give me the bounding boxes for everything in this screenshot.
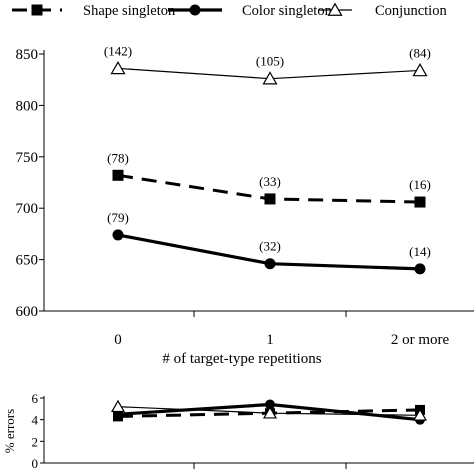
legend-marker-0	[31, 4, 43, 16]
series-2: (142) (105) (84)	[104, 43, 431, 85]
data-point-2-0	[110, 60, 126, 75]
error-y-tick-label-0: 0	[32, 456, 39, 471]
data-label-1-2: (14)	[409, 244, 431, 259]
data-label-0-1: (33)	[259, 174, 281, 189]
error-point-2-1	[262, 406, 278, 419]
legend-label-0: Shape singleton	[83, 3, 176, 19]
data-point-0-1	[264, 193, 276, 205]
error-series-2	[110, 399, 428, 421]
data-label-0-2: (16)	[409, 177, 431, 192]
y-tick-label-3: 750	[16, 150, 39, 166]
error-point-2-2	[412, 408, 428, 421]
error-point-1-1	[265, 399, 275, 410]
legend-item-1: Color singleton	[168, 3, 333, 19]
main-plot: 600 650 700 750 800 850 0 1 2 or more # of target…	[16, 43, 474, 367]
error-point-2-0	[110, 399, 126, 413]
legend-marker-2	[327, 2, 343, 16]
data-label-2-1: (105)	[256, 54, 284, 69]
x-tick-label-2: 2 or more	[391, 332, 450, 348]
data-point-0-0	[112, 169, 124, 181]
y-tick-label-4: 800	[16, 98, 39, 114]
data-point-1-2	[414, 263, 426, 275]
data-point-0-2	[414, 196, 426, 208]
data-label-2-0: (142)	[104, 43, 132, 58]
data-label-1-0: (79)	[107, 210, 129, 225]
data-label-2-2: (84)	[409, 45, 431, 60]
data-point-2-2	[412, 63, 428, 77]
x-tick-label-1: 1	[266, 332, 274, 348]
data-point-2-1	[262, 71, 278, 85]
y-tick-label-0: 600	[16, 304, 39, 320]
data-label-1-1: (32)	[259, 239, 281, 254]
x-axis-title: # of target-type repetitions	[162, 351, 321, 367]
error-y-tick-label-1: 2	[32, 434, 39, 449]
y-tick-label-2: 700	[16, 201, 39, 217]
series-0: (78) (33) (16)	[107, 150, 431, 208]
error-y-tick-label-3: 6	[32, 391, 39, 406]
y-tick-label-1: 650	[16, 253, 39, 269]
series-1: (79) (32) (14)	[107, 210, 431, 275]
legend-item-0: Shape singleton	[12, 3, 176, 19]
data-point-1-0	[112, 229, 124, 241]
legend-marker-1	[189, 4, 201, 16]
legend-label-1: Color singleton	[242, 3, 333, 19]
legend-item-2: Conjunction	[318, 2, 447, 19]
legend-label-2: Conjunction	[375, 3, 447, 19]
data-label-0-0: (78)	[107, 150, 129, 165]
error-y-tick-label-2: 4	[32, 413, 39, 428]
data-point-1-1	[264, 258, 276, 270]
error-plot: 0 2 4 6 % errors	[2, 391, 474, 471]
error-y-axis-title: % errors	[2, 409, 17, 453]
y-tick-label-5: 850	[16, 47, 39, 63]
legend: Shape singleton Color singleton Conjunctio…	[12, 2, 447, 19]
x-tick-label-0: 0	[114, 332, 122, 348]
